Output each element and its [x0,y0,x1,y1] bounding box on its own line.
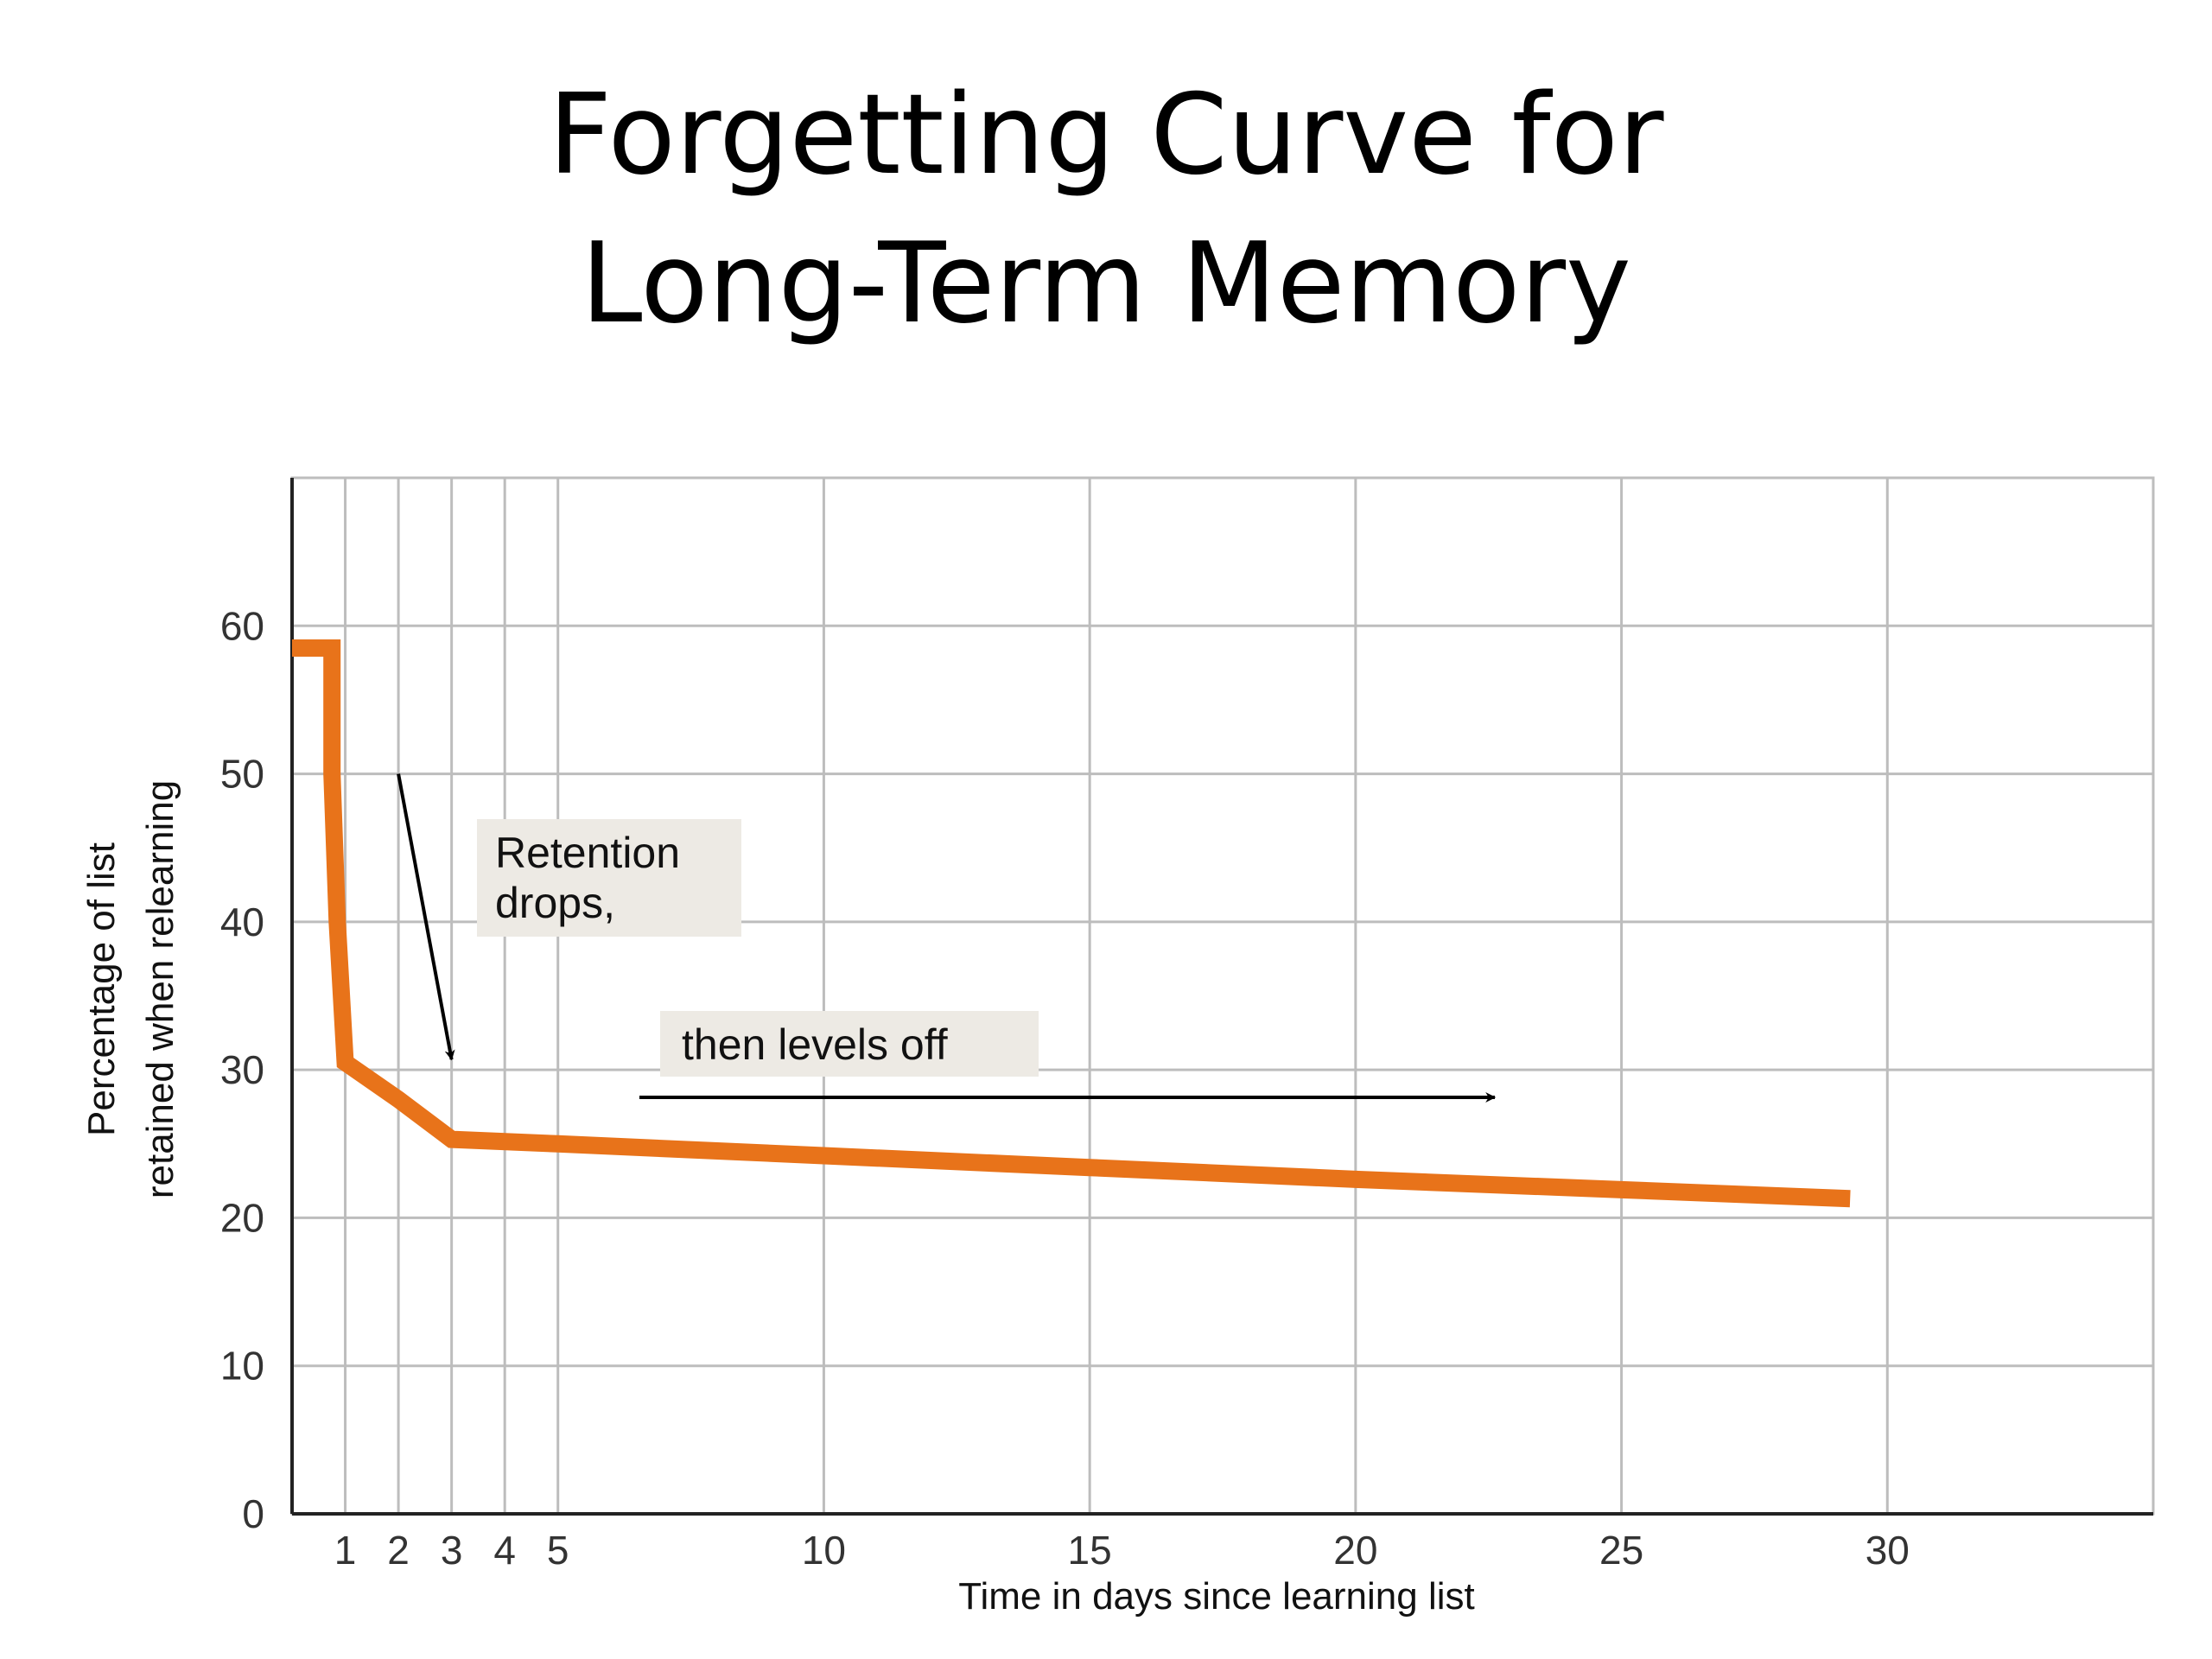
y-tick-label-10: 10 [220,1344,264,1389]
x-tick-label-4: 4 [493,1528,516,1573]
y-axis-title-line-1: Percentage of list [80,842,123,1136]
x-tick-label-10: 10 [802,1528,846,1573]
x-tick-label-15: 15 [1068,1528,1112,1573]
annotation-levels-off-text: then levels off [682,1020,948,1069]
y-tick-label-30: 30 [220,1047,264,1092]
y-tick-label-50: 50 [220,752,264,797]
x-tick-label-2: 2 [387,1528,410,1573]
x-tick-label-5: 5 [547,1528,569,1573]
x-tick-label-25: 25 [1599,1528,1643,1573]
plot-frame [290,476,2155,1516]
x-tick-label-3: 3 [441,1528,463,1573]
slide-title-line-1: Forgetting Curve for [548,71,1664,200]
x-tick-label-30: 30 [1866,1528,1910,1573]
x-gridlines [344,478,1889,1514]
x-tick-label-20: 20 [1333,1528,1377,1573]
down-arrow [397,773,455,1061]
annotation-retention-drops-box [477,819,741,937]
y-tick-label-60: 60 [220,603,264,648]
annotation-levels-off-box [660,1011,1039,1077]
y-tick-label-20: 20 [220,1195,264,1240]
y-axis-title-line-2: retained when relearning [139,780,181,1198]
y-tick-label-40: 40 [220,899,264,944]
y-tick-label-0: 0 [242,1491,264,1536]
y-axis-title: Percentage of list retained when relearn… [80,780,181,1198]
retention-curve [292,639,1851,1208]
annotation-retention-drops-line-2: drops, [495,879,615,927]
y-tick-labels: 0 10 20 30 40 50 60 [220,603,264,1536]
x-tick-label-1: 1 [334,1528,357,1573]
y-gridlines [292,624,2153,1368]
x-axis-title: Time in days since learning list [958,1575,1475,1618]
annotation-levels-off: then levels off [639,1011,1497,1103]
x-tick-labels: 1 2 3 4 5 10 15 20 25 30 [334,1528,1910,1573]
annotation-retention-drops: Retention drops, [397,773,741,1061]
slide-title-line-2: Long-Term Memory [581,219,1631,348]
annotation-retention-drops-line-1: Retention [495,829,680,877]
